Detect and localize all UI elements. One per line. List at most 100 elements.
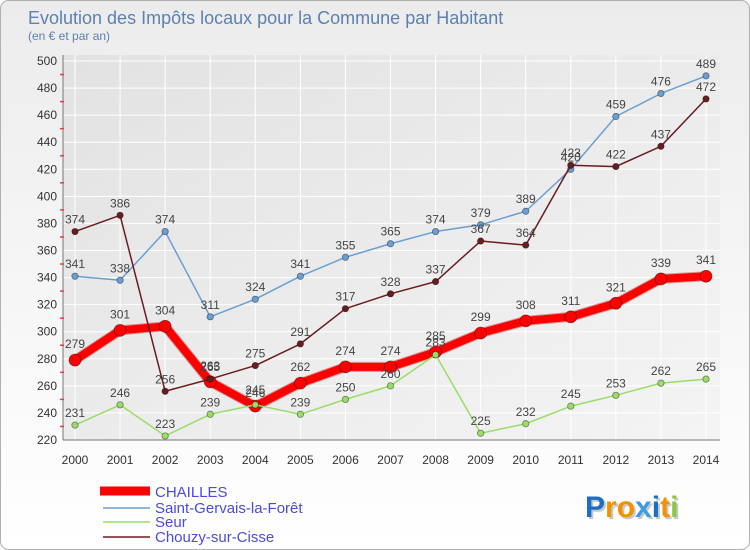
axes: 220 240 260 280 300 320 340 360 380 400 420 440 460 4… (37, 54, 720, 467)
data-point (519, 314, 533, 328)
x-tick-label: 2010 (512, 453, 539, 467)
y-tick-label: 420 (37, 162, 57, 176)
legend: CHAILLES Saint-Gervais-la-Forêt Seur Cho… (100, 484, 303, 546)
logo-letter: o (617, 491, 635, 524)
plot-area (63, 55, 720, 440)
data-label: 283 (426, 336, 446, 350)
data-label: 308 (516, 298, 536, 312)
data-point (71, 227, 79, 236)
series-saint-gervais-la-foret (71, 72, 710, 321)
data-point (386, 240, 395, 248)
logo-letter: i (652, 491, 660, 524)
data-label: 245 (245, 383, 265, 397)
data-point (477, 237, 485, 245)
data-point (431, 278, 440, 286)
data-label: 367 (471, 222, 491, 236)
data-point (68, 353, 82, 367)
data-point (206, 313, 214, 321)
y-tick-label: 460 (37, 108, 57, 122)
data-point (251, 361, 259, 370)
data-point (477, 221, 485, 229)
legend-item-chouzy-sur-cisse: Chouzy-sur-Cisse (103, 529, 274, 546)
y-tick-label: 360 (37, 244, 57, 258)
legend-item-chailles: CHAILLES (100, 484, 228, 501)
data-point (161, 432, 169, 440)
data-label: 275 (245, 347, 265, 361)
x-tick-label: 2007 (377, 453, 404, 467)
data-label: 374 (65, 213, 85, 227)
data-point (522, 241, 530, 249)
data-point (296, 340, 304, 348)
data-label: 386 (110, 196, 130, 210)
data-label: 389 (516, 192, 536, 206)
data-label: 265 (696, 360, 716, 374)
data-label: 274 (380, 344, 400, 358)
data-label: 301 (110, 307, 130, 321)
data-point (296, 410, 304, 418)
series-chouzy-sur-cisse (71, 95, 710, 395)
data-label: 423 (561, 146, 581, 160)
data-point (702, 375, 710, 383)
data-label: 263 (200, 359, 220, 373)
data-label: 262 (290, 360, 310, 374)
data-point (161, 387, 169, 395)
data-label: 365 (380, 225, 400, 239)
data-label: 420 (561, 150, 581, 164)
y-tick-label: 400 (37, 189, 57, 203)
data-label: 304 (155, 303, 175, 317)
logo-letter: r (605, 491, 617, 524)
y-tick-label: 220 (37, 433, 57, 447)
x-tick-label: 2004 (242, 453, 269, 467)
data-point (431, 227, 440, 236)
x-tick-label: 2006 (332, 453, 359, 467)
data-point (206, 375, 214, 383)
x-tick-label: 2000 (62, 453, 89, 467)
data-label: 476 (651, 74, 671, 88)
data-label: 239 (290, 395, 310, 409)
data-label: 274 (335, 344, 355, 358)
data-label: 422 (606, 148, 626, 162)
data-label: 328 (380, 275, 400, 289)
data-label: 321 (606, 280, 626, 294)
data-point (71, 421, 79, 429)
data-point (699, 269, 713, 283)
proxiti-logo-shadow: Proxiti (587, 493, 680, 526)
data-label: 324 (245, 280, 265, 294)
x-tick-label: 2003 (197, 453, 224, 467)
series-group (68, 72, 713, 440)
data-point (251, 295, 259, 303)
logo-letter: i (670, 491, 678, 524)
data-point (386, 382, 395, 390)
proxiti-logo: Proxiti (585, 491, 678, 524)
data-label: 253 (606, 376, 626, 390)
data-label: 374 (155, 213, 175, 227)
legend-item-saint-gervais-la-foret: Saint-Gervais-la-Forêt (103, 500, 303, 517)
data-point (251, 401, 259, 409)
logo-letter: t (660, 491, 670, 524)
data-label: 374 (426, 213, 446, 227)
data-label: 260 (380, 367, 400, 381)
data-point (612, 112, 620, 121)
data-point (564, 310, 578, 324)
x-tick-label: 2012 (603, 453, 630, 467)
data-point (654, 272, 668, 286)
y-tick-label: 320 (37, 298, 57, 312)
data-point (161, 227, 169, 236)
data-point (567, 161, 575, 169)
data-point (522, 207, 530, 215)
data-point (113, 323, 127, 337)
data-point (431, 351, 440, 359)
data-label: 341 (65, 257, 85, 271)
data-label: 311 (561, 294, 580, 308)
data-label: 246 (110, 386, 130, 400)
data-point (341, 253, 350, 261)
data-label: 317 (335, 290, 355, 304)
x-tick-label: 2008 (422, 453, 449, 467)
series-seur (71, 351, 710, 440)
chart-subtitle: (en € et par an) (28, 29, 110, 43)
data-label: 250 (335, 380, 355, 394)
data-label: 231 (65, 406, 85, 420)
data-label: 339 (651, 256, 671, 270)
y-tick-label: 500 (37, 54, 57, 68)
data-label: 239 (200, 395, 220, 409)
